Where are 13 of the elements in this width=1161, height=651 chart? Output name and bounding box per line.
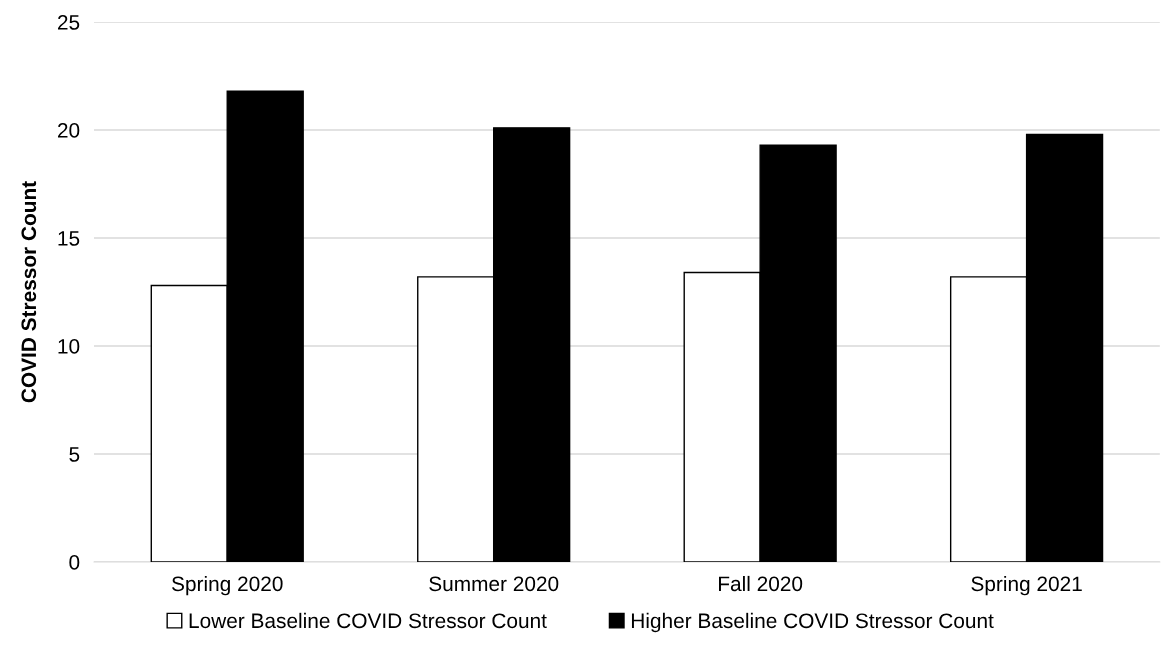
legend-label: Higher Baseline COVID Stressor Count xyxy=(631,612,994,633)
y-tick-label: 20 xyxy=(57,123,80,138)
y-tick-label: 15 xyxy=(58,231,80,246)
x-tick-label: Fall 2020 xyxy=(719,575,803,592)
y-tick-label: 10 xyxy=(58,339,80,354)
x-tick-label: Summer 2020 xyxy=(429,576,559,592)
y-axis-title: COVID Stressor Count xyxy=(21,181,37,403)
legend-label: Lower Baseline COVID Stressor Count xyxy=(189,612,547,629)
y-tick-label: 25 xyxy=(57,15,80,30)
y-tick-label: 0 xyxy=(69,555,80,570)
y-tick-label: 5 xyxy=(69,447,80,462)
x-tick-label: Spring 2020 xyxy=(172,575,283,596)
x-tick-label: Spring 2021 xyxy=(971,575,1082,596)
